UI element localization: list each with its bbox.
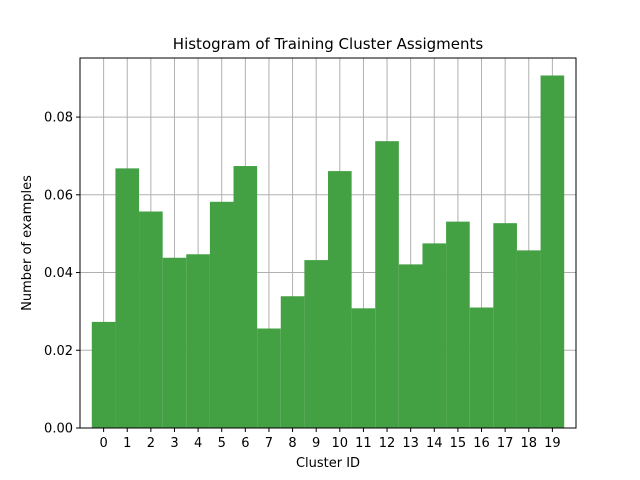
bars [91, 75, 565, 429]
x-tick-label-12: 12 [379, 436, 396, 451]
x-tick-label-15: 15 [450, 436, 467, 451]
x-tick-label-16: 16 [473, 436, 490, 451]
x-axis-label: Cluster ID [296, 456, 360, 471]
bar-19 [540, 75, 565, 428]
bar-3 [162, 257, 187, 428]
x-tick-label-8: 8 [288, 436, 296, 451]
bar-1 [115, 168, 140, 428]
bar-11 [351, 308, 376, 428]
bar-6 [233, 166, 258, 429]
x-tick-label-9: 9 [312, 436, 320, 451]
bar-13 [398, 264, 423, 428]
bar-7 [257, 328, 281, 428]
bar-10 [328, 171, 352, 428]
x-tick-label-17: 17 [497, 436, 514, 451]
x-tick-label-18: 18 [520, 436, 537, 451]
bar-2 [139, 211, 163, 428]
x-tick-label-10: 10 [332, 436, 349, 451]
y-tick-label-1: 0.02 [44, 344, 73, 359]
bar-14 [422, 243, 447, 428]
x-tick-label-6: 6 [241, 436, 249, 451]
plot-frame [79, 57, 577, 429]
x-tick-label-13: 13 [402, 436, 419, 451]
x-tick-label-11: 11 [355, 436, 372, 451]
bar-12 [375, 141, 399, 428]
x-tick-label-2: 2 [147, 436, 155, 451]
x-tick-label-14: 14 [426, 436, 443, 451]
y-tick-label-0: 0.00 [44, 422, 73, 437]
x-tick-label-5: 5 [218, 436, 226, 451]
bar-16 [469, 307, 494, 428]
x-tick-label-19: 19 [544, 436, 561, 451]
bar-18 [516, 250, 541, 428]
x-tick-label-4: 4 [194, 436, 202, 451]
bar-4 [186, 254, 210, 428]
bar-9 [304, 260, 328, 428]
y-tick-label-3: 0.06 [44, 188, 73, 203]
chart-title: Histogram of Training Cluster Assigments [173, 35, 484, 53]
y-axis-label: Number of examples [20, 175, 35, 311]
x-axis-ticks: 0 1 2 3 4 5 6 7 8 9 10 11 12 13 14 15 16 17 18 19 [99, 428, 561, 451]
y-tick-label-2: 0.04 [44, 266, 73, 281]
y-tick-label-4: 0.08 [44, 111, 73, 126]
y-axis-ticks: 0.00 0.02 0.04 0.06 0.08 [44, 111, 80, 437]
bar-8 [280, 296, 305, 428]
x-tick-label-1: 1 [123, 436, 131, 451]
bar-0 [91, 321, 116, 428]
x-tick-label-3: 3 [170, 436, 178, 451]
x-tick-label-7: 7 [265, 436, 273, 451]
bar-17 [493, 223, 517, 428]
bar-5 [209, 201, 234, 428]
bar-15 [446, 221, 470, 428]
x-tick-label-0: 0 [99, 436, 107, 451]
